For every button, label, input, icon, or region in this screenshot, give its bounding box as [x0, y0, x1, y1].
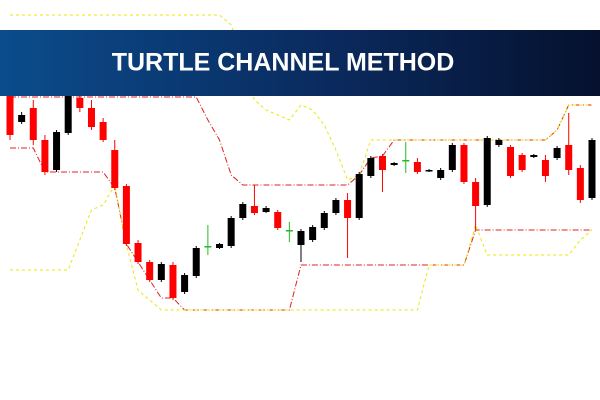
channel-line	[10, 14, 592, 181]
candle-body	[332, 200, 340, 213]
candle-body	[64, 95, 72, 133]
title-banner	[0, 30, 600, 96]
candle-body	[192, 248, 200, 276]
candle-body	[285, 230, 293, 232]
candle-body	[250, 206, 258, 213]
candle-body	[518, 155, 526, 170]
candle-body	[146, 262, 154, 280]
candle-body	[448, 145, 456, 170]
candle-body	[181, 275, 189, 292]
candle-body	[437, 170, 445, 178]
candle-body	[425, 170, 433, 172]
candle-body	[588, 140, 596, 198]
candle-body	[87, 108, 95, 127]
candle-body	[227, 218, 235, 246]
channel-line	[10, 183, 593, 311]
chart-title: TURTLE CHANNEL METHOD	[112, 49, 455, 77]
candle-body	[576, 168, 584, 200]
candle-body	[76, 98, 84, 108]
candle-body	[99, 122, 107, 140]
candle-body	[565, 145, 573, 170]
candle-body	[344, 200, 352, 218]
candle-body	[274, 212, 282, 228]
channel-line	[10, 96, 592, 186]
candle-body	[320, 213, 328, 228]
candle-body	[367, 158, 375, 176]
candle-body	[41, 140, 49, 172]
candle-body	[122, 186, 130, 244]
candle-body	[134, 243, 142, 262]
candle-body	[18, 115, 26, 122]
candle-body	[402, 160, 410, 162]
candle-body	[390, 163, 398, 165]
candle-body	[6, 95, 14, 135]
candle-body	[29, 108, 37, 140]
candle-body	[111, 150, 119, 188]
candle-body	[297, 231, 305, 245]
candle-body	[355, 174, 363, 218]
channel-line	[10, 147, 592, 311]
candle-body	[216, 244, 224, 248]
candle-body	[530, 155, 538, 157]
candle-body	[169, 265, 177, 298]
candle-body	[378, 156, 386, 170]
plot-area	[6, 14, 596, 311]
candle-body	[460, 145, 468, 182]
candle-body	[239, 204, 247, 218]
candle-body	[413, 162, 421, 172]
candle-body	[53, 132, 61, 170]
candle-body	[309, 227, 317, 240]
candle-body	[553, 148, 561, 158]
candle-body	[541, 160, 549, 176]
candle-body	[507, 147, 515, 176]
candle-body	[483, 138, 491, 205]
candle-body	[262, 208, 270, 212]
candle-body	[495, 140, 503, 145]
candle-body	[472, 182, 480, 206]
candle-body	[204, 246, 212, 248]
candle-body	[157, 264, 165, 280]
